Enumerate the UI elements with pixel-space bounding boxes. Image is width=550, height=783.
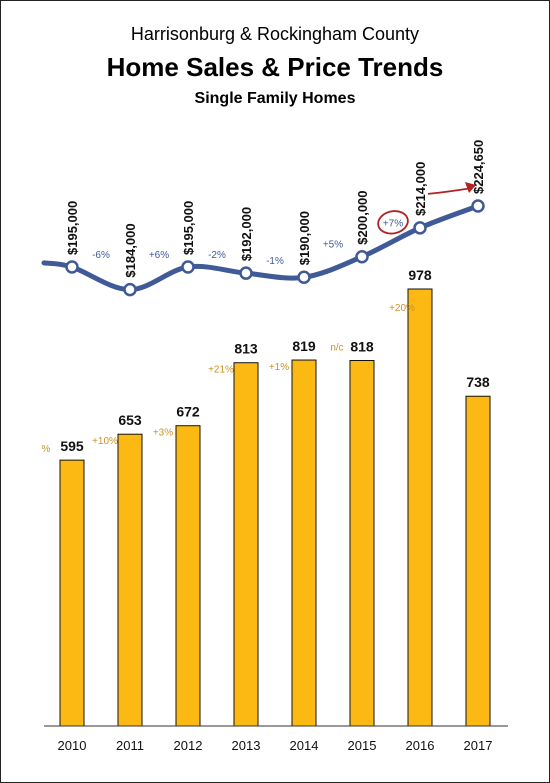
bar-value-labels: 595 653 672 813 819 818 978 738 xyxy=(60,267,490,454)
price-change-labels: -6% +6% -2% -1% +5% +7% xyxy=(92,218,403,267)
bar-change-labels: % +10% +3% +21% +1% n/c +20% xyxy=(42,303,415,455)
highlight-annotation xyxy=(377,182,476,235)
price-change-label-2014: -1% xyxy=(266,256,284,267)
chart-region-title: Harrisonburg & Rockingham County xyxy=(130,24,420,44)
chart-subtitle: Single Family Homes xyxy=(194,90,356,107)
price-value-label-2016: $214,000 xyxy=(413,162,428,216)
price-value-labels: $195,000 $184,000 $195,000 $192,000 $190,000… xyxy=(65,140,486,278)
price-point-2015 xyxy=(355,249,369,264)
x-tick-label-2011: 2011 xyxy=(116,738,144,753)
bar-2012 xyxy=(175,425,201,727)
x-tick-label-2015: 2015 xyxy=(348,738,377,753)
x-tick-label-2017: 2017 xyxy=(464,738,493,753)
highlight-arrow xyxy=(427,187,473,195)
price-change-label-2012: +6% xyxy=(149,250,169,261)
price-value-label-2010: $195,000 xyxy=(65,201,80,255)
price-point-2013 xyxy=(239,266,253,280)
price-change-label-2011: -6% xyxy=(92,250,110,261)
bar-2010 xyxy=(59,459,85,727)
bar-2017 xyxy=(465,395,491,727)
bar-change-label-2011: % xyxy=(42,444,51,455)
x-tick-label-2014: 2014 xyxy=(290,738,319,753)
bar-change-label-2015: +1% xyxy=(269,362,289,373)
price-point-2011 xyxy=(123,282,137,297)
highlight-circle xyxy=(377,210,409,235)
price-point-2017 xyxy=(471,199,485,213)
price-point-2014 xyxy=(297,270,311,285)
x-tick-label-2013: 2013 xyxy=(232,738,261,753)
bar-change-label-2014: +21% xyxy=(208,365,234,376)
price-value-label-2013: $192,000 xyxy=(239,207,254,261)
bar-value-label-2015: 818 xyxy=(350,338,374,354)
price-value-label-2011: $184,000 xyxy=(123,223,138,277)
bar-change-label-2016: n/c xyxy=(330,342,343,353)
bar-series xyxy=(59,288,491,727)
bar-value-label-2012: 672 xyxy=(176,404,200,420)
x-tick-label-2010: 2010 xyxy=(58,738,87,753)
price-value-label-2017: $224,650 xyxy=(471,140,486,194)
bar-value-label-2014: 819 xyxy=(292,338,316,354)
bar-2016 xyxy=(407,288,433,727)
bar-value-label-2011: 653 xyxy=(118,412,142,428)
bar-change-label-2012: +10% xyxy=(92,436,118,447)
bar-value-label-2013: 813 xyxy=(234,341,258,357)
price-value-label-2015: $200,000 xyxy=(355,190,370,244)
bar-value-label-2017: 738 xyxy=(466,374,490,390)
highlight-arrow-head xyxy=(465,182,476,193)
bar-2013 xyxy=(233,362,259,727)
price-value-label-2012: $195,000 xyxy=(181,201,196,255)
bar-change-label-2013: +3% xyxy=(153,428,173,439)
bar-2015 xyxy=(349,359,375,727)
price-change-label-2016: +7% xyxy=(383,218,403,229)
x-tick-label-2012: 2012 xyxy=(174,738,203,753)
bar-change-label-2017: +20% xyxy=(389,303,415,314)
price-point-2010 xyxy=(65,260,79,274)
bar-2011 xyxy=(117,433,143,727)
price-line-series xyxy=(41,199,485,297)
chart-title: Home Sales & Price Trends xyxy=(106,52,444,82)
price-change-label-2015: +5% xyxy=(323,240,343,251)
bar-2014 xyxy=(291,359,317,727)
price-change-label-2013: -2% xyxy=(208,250,226,261)
bar-value-label-2016: 978 xyxy=(408,267,432,283)
x-axis-labels: 2010 2011 2012 2013 2014 2015 2016 2017 xyxy=(58,738,493,753)
price-point-2012 xyxy=(181,260,195,274)
price-value-label-2014: $190,000 xyxy=(297,211,312,265)
bar-value-label-2010: 595 xyxy=(60,438,84,454)
x-tick-label-2016: 2016 xyxy=(406,738,435,753)
price-point-2016 xyxy=(413,221,427,235)
